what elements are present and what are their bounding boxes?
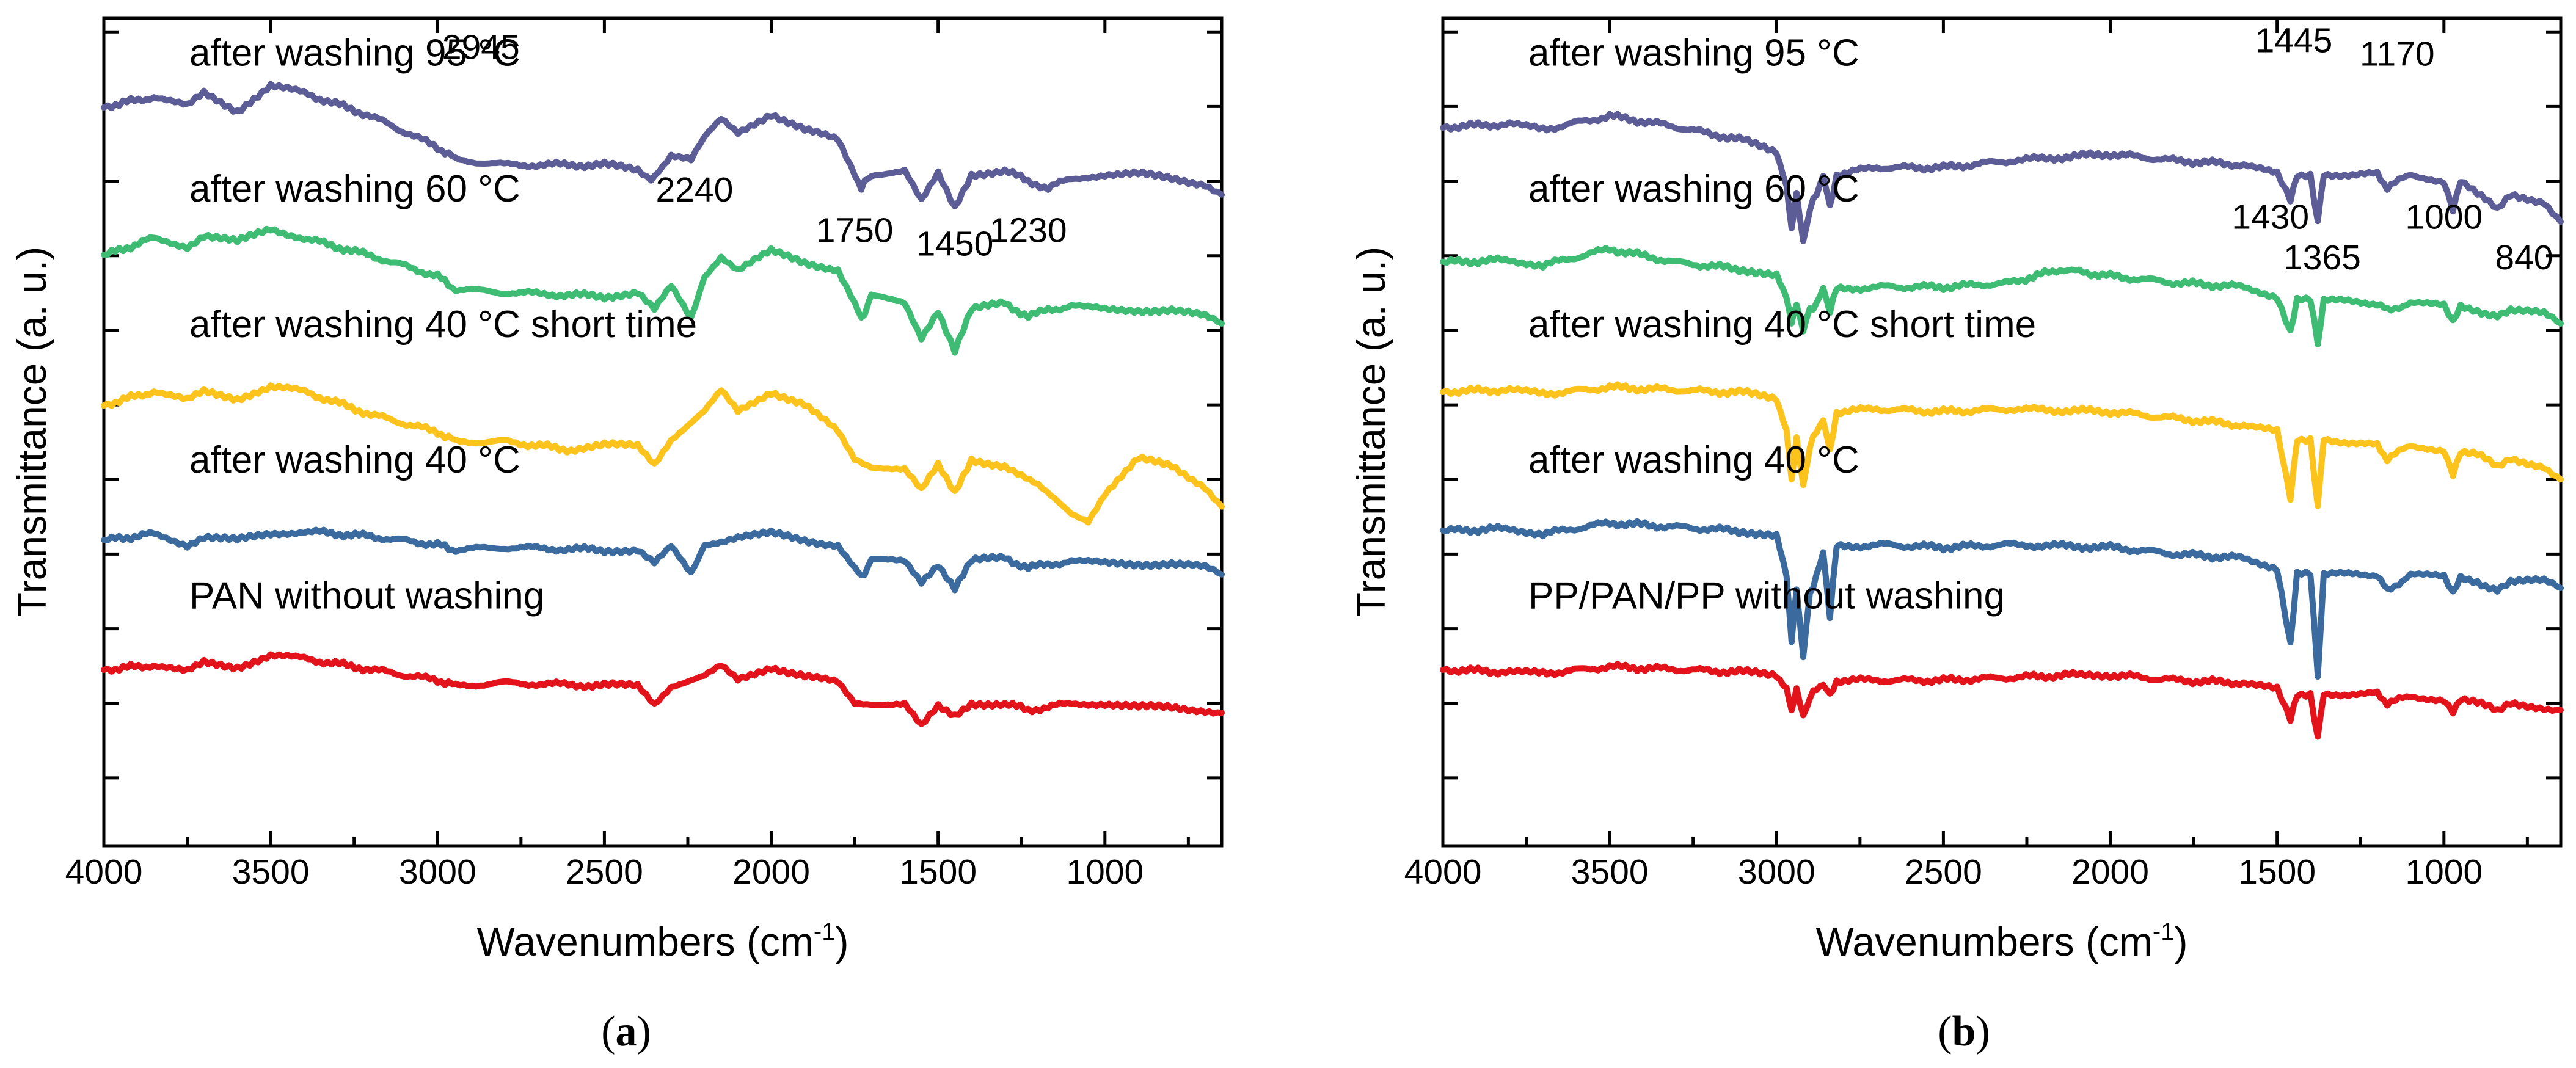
x-tick-label: 3000 xyxy=(399,852,476,892)
x-ticks-a xyxy=(102,18,1190,846)
plot-frame-b xyxy=(1441,16,2563,848)
series-line-4 xyxy=(101,526,1225,594)
series-line-3 xyxy=(101,382,1225,526)
peak-label: 1750 xyxy=(816,211,894,250)
x-axis-title-b: Wavenumbers (cm-1) xyxy=(1816,918,2188,964)
series-group-b xyxy=(1440,111,2564,740)
peak-label: 2240 xyxy=(655,170,733,209)
series-group-a xyxy=(101,81,1225,727)
y-ticks-b xyxy=(1443,30,2561,780)
series-label: after washing 40 °C xyxy=(1528,439,1859,481)
series-line-5 xyxy=(101,651,1225,727)
x-tick-label: 1000 xyxy=(2405,852,2483,892)
x-tick-label: 1500 xyxy=(899,852,977,892)
peak-label: 1450 xyxy=(916,225,994,264)
plot-frame-a xyxy=(102,16,1224,848)
peak-label: 840 xyxy=(2495,238,2553,277)
x-tick-label: 2000 xyxy=(732,852,810,892)
series-line-1 xyxy=(1440,111,2564,244)
curve-labels-a: after washing 95 °C after washing 60 °C af… xyxy=(189,32,697,617)
series-line-1 xyxy=(101,81,1225,209)
curve-labels-b: after washing 95 °C after washing 60 °C af… xyxy=(1528,32,2036,617)
peak-label: 2945 xyxy=(442,28,520,67)
x-tick-label: 2500 xyxy=(566,852,643,892)
x-tick-labels-b: 4000 3500 3000 2500 2000 1500 1000 xyxy=(1404,852,2483,892)
peak-label: 1230 xyxy=(990,211,1067,250)
y-axis-title-a: Transmittance (a. u.) xyxy=(9,247,54,617)
y-ticks-a xyxy=(104,30,1222,780)
series-label: after washing 95 °C xyxy=(189,32,520,74)
x-tick-label: 3000 xyxy=(1738,852,1815,892)
x-ticks-b xyxy=(1441,18,2529,846)
series-line-3 xyxy=(1440,381,2564,509)
x-tick-label: 3500 xyxy=(1571,852,1649,892)
series-line-4 xyxy=(1440,518,2564,680)
peak-label: 1000 xyxy=(2405,197,2483,236)
series-line-2 xyxy=(1440,245,2564,347)
x-tick-label: 2500 xyxy=(1905,852,1982,892)
series-line-2 xyxy=(101,225,1225,356)
series-label: PAN without washing xyxy=(189,575,544,617)
x-tick-labels-a: 4000 3500 3000 2500 2000 1500 1000 xyxy=(65,852,1144,892)
series-label: after washing 60 °C xyxy=(189,168,520,210)
series-label: after washing 40 °C xyxy=(189,439,520,481)
y-axis-title-b: Transmittance (a. u.) xyxy=(1348,247,1393,617)
peak-label: 1365 xyxy=(2283,238,2361,277)
x-tick-label: 2000 xyxy=(2071,852,2149,892)
series-label: after washing 60 °C xyxy=(1528,168,1859,210)
x-tick-label: 1000 xyxy=(1066,852,1144,892)
panel-b: 4000 3500 3000 2500 2000 1500 1000 after washi… xyxy=(1348,16,2564,1055)
series-label: after washing 40 °C short time xyxy=(1528,303,2036,346)
x-tick-label: 3500 xyxy=(232,852,310,892)
caption-a: (a) xyxy=(601,1008,651,1055)
x-tick-label: 4000 xyxy=(1404,852,1482,892)
x-tick-label: 1500 xyxy=(2238,852,2316,892)
peak-label: 1445 xyxy=(2255,21,2333,60)
x-tick-label: 4000 xyxy=(65,852,143,892)
peak-labels-b: 1445 1170 1430 1000 1365 840 xyxy=(2231,21,2553,277)
series-line-5 xyxy=(1440,661,2564,740)
peak-label: 1170 xyxy=(2360,35,2435,74)
caption-b: (b) xyxy=(1938,1008,1990,1055)
series-label: after washing 40 °C short time xyxy=(189,303,697,346)
series-label: after washing 95 °C xyxy=(1528,32,1859,74)
series-label: PP/PAN/PP without washing xyxy=(1528,575,2005,617)
peak-label: 1430 xyxy=(2231,197,2309,236)
x-axis-title-a: Wavenumbers (cm-1) xyxy=(477,918,849,964)
panel-a: 4000 3500 3000 2500 2000 1500 1000 after washi… xyxy=(9,16,1225,1055)
